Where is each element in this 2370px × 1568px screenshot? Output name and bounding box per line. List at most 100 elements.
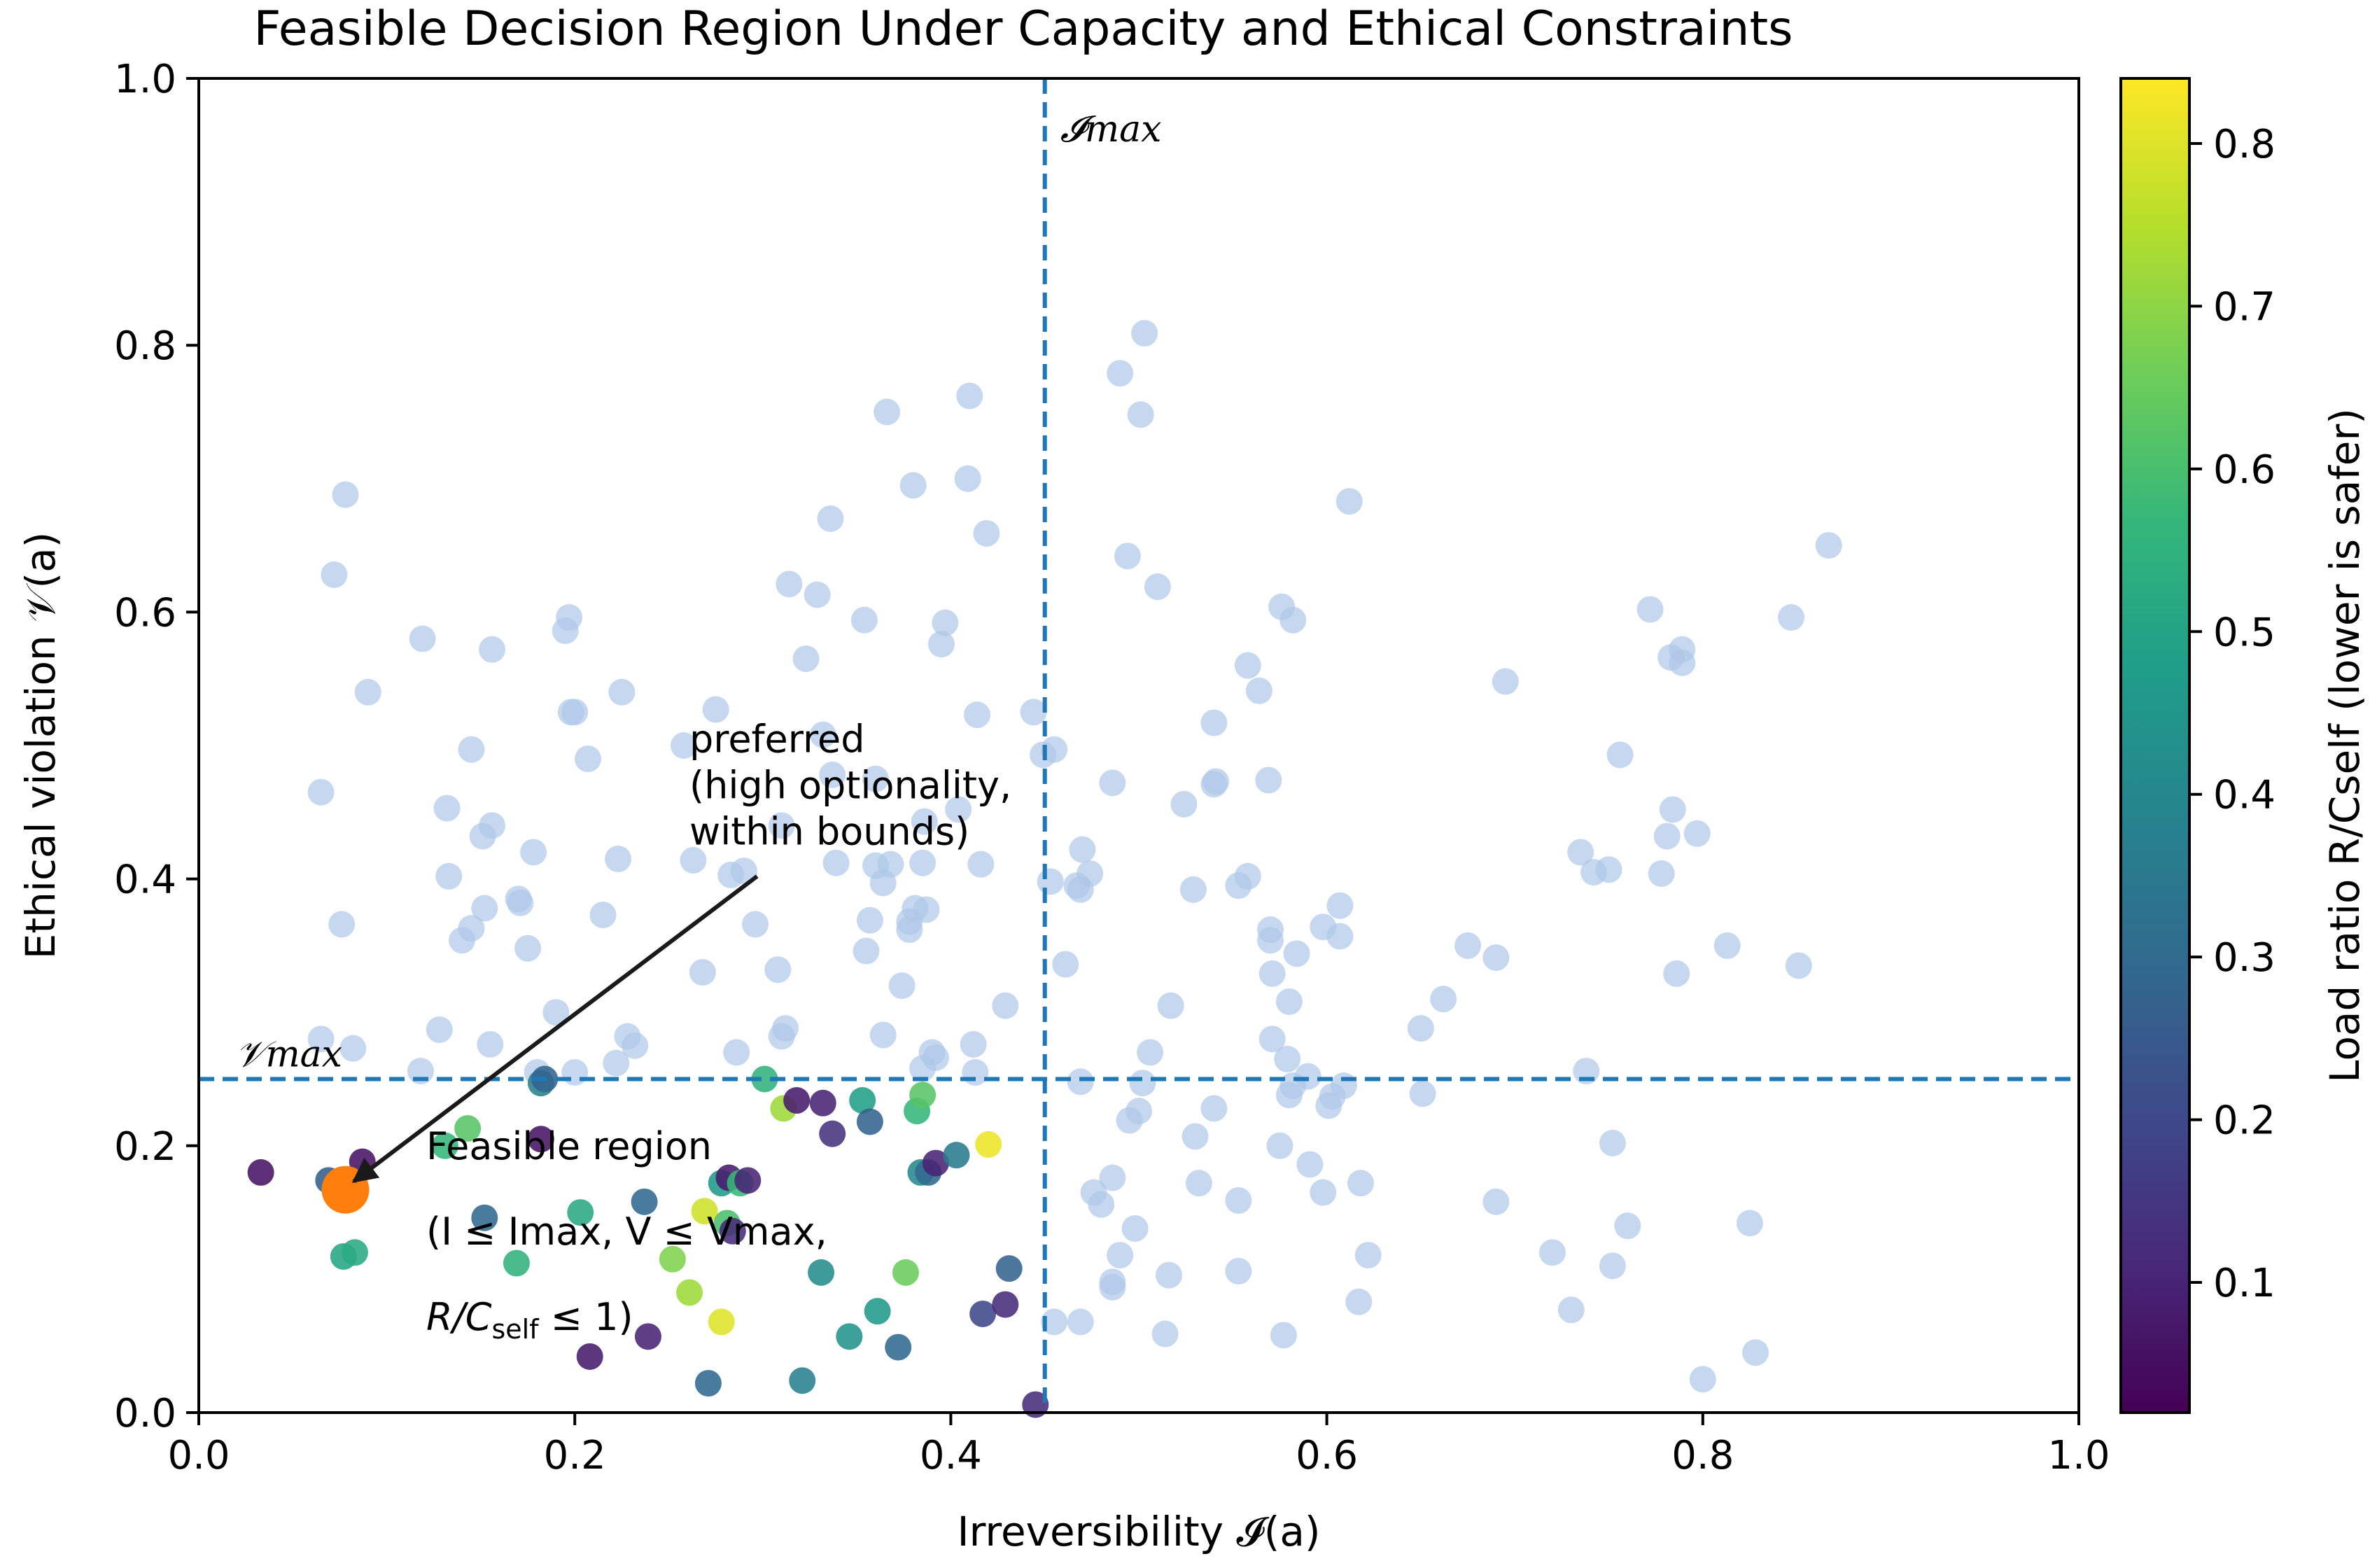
- infeasible-point: [1258, 960, 1286, 987]
- infeasible-point: [1407, 1015, 1434, 1042]
- infeasible-point: [960, 1030, 987, 1058]
- feasible-point: [503, 1250, 530, 1277]
- infeasible-point: [1270, 1322, 1297, 1349]
- feasible-point: [341, 1239, 368, 1266]
- y-tick-label: 0.2: [114, 1124, 176, 1170]
- infeasible-point: [764, 956, 792, 983]
- feasible-point: [751, 1065, 778, 1093]
- infeasible-point: [1041, 1308, 1068, 1336]
- infeasible-point: [723, 1039, 750, 1066]
- feasible-annotation-c: /C: [450, 1295, 492, 1339]
- y-axis-ticks: 0.0 0.2 0.4 0.6 0.8 1.0: [114, 57, 199, 1436]
- infeasible-point: [1345, 1288, 1373, 1315]
- feasible-point: [922, 1149, 949, 1177]
- infeasible-point: [913, 896, 940, 923]
- x-tick-label: 1.0: [2047, 1433, 2110, 1478]
- infeasible-point: [1275, 988, 1303, 1015]
- feasible-point: [431, 1132, 458, 1159]
- infeasible-point: [507, 889, 534, 916]
- infeasible-point: [1296, 1151, 1324, 1178]
- infeasible-point: [561, 1058, 589, 1086]
- infeasible-point: [1225, 1257, 1252, 1284]
- chart-title: Feasible Decision Region Under Capacity …: [253, 1, 1793, 57]
- infeasible-point: [1294, 1063, 1321, 1090]
- infeasible-point: [354, 678, 381, 706]
- colorbar-tick-label: 0.4: [2213, 773, 2276, 818]
- infeasible-point: [339, 1035, 367, 1062]
- infeasible-point: [670, 732, 697, 759]
- feasible-point: [885, 1334, 912, 1361]
- infeasible-point: [1234, 652, 1261, 679]
- infeasible-point: [689, 959, 716, 986]
- infeasible-point: [869, 1021, 897, 1049]
- infeasible-point: [1636, 596, 1664, 623]
- infeasible-point: [426, 1016, 453, 1043]
- feasible-annotation-line2: (I ≤ Imax, V ≤ Vmax,: [426, 1210, 827, 1254]
- infeasible-point: [1274, 1045, 1301, 1072]
- infeasible-point: [1088, 1191, 1115, 1218]
- infeasible-point: [1144, 573, 1171, 601]
- feasible-point: [909, 1082, 937, 1109]
- i-max-label: 𝓘max: [1060, 108, 1162, 150]
- infeasible-point: [561, 699, 589, 726]
- infeasible-point: [792, 645, 820, 673]
- infeasible-point: [608, 678, 636, 706]
- feasible-annotation-line1: Feasible region: [426, 1124, 712, 1168]
- infeasible-point: [1648, 860, 1675, 887]
- infeasible-point: [768, 812, 795, 839]
- infeasible-point: [817, 505, 844, 532]
- infeasible-point: [1114, 542, 1141, 570]
- infeasible-point: [850, 606, 878, 634]
- x-tick-label: 0.0: [167, 1433, 230, 1478]
- infeasible-point: [954, 465, 981, 492]
- infeasible-point: [1815, 532, 1842, 559]
- infeasible-point: [1567, 839, 1594, 866]
- feasible-point: [454, 1115, 482, 1142]
- infeasible-point: [1330, 1072, 1357, 1100]
- annotation-arrow: [351, 874, 759, 1184]
- feasible-point: [694, 1370, 722, 1397]
- preferred-annotation: preferred (high optionality, within bounds…: [689, 718, 1011, 854]
- infeasible-point: [1454, 932, 1482, 959]
- feasible-point: [789, 1367, 816, 1394]
- feasible-point: [567, 1199, 594, 1226]
- infeasible-point: [1279, 606, 1307, 634]
- infeasible-point: [809, 721, 836, 748]
- infeasible-point: [1683, 820, 1711, 847]
- infeasible-point: [622, 1032, 649, 1059]
- infeasible-point: [1599, 1129, 1626, 1156]
- infeasible-point: [967, 850, 995, 878]
- infeasible-point: [435, 862, 463, 890]
- infeasible-point: [332, 481, 359, 508]
- colorbar-tick-label: 0.8: [2213, 122, 2276, 167]
- feasible-point: [783, 1086, 811, 1114]
- infeasible-point: [927, 631, 955, 658]
- infeasible-point: [909, 849, 937, 876]
- infeasible-point: [1185, 1170, 1212, 1197]
- infeasible-point: [479, 636, 506, 663]
- infeasible-point: [556, 604, 583, 631]
- colorbar: [2119, 77, 2191, 1414]
- feasible-point: [819, 1120, 846, 1147]
- infeasible-point: [680, 846, 707, 874]
- infeasible-point: [1200, 709, 1228, 736]
- feasible-point: [995, 1255, 1023, 1282]
- infeasible-point: [822, 849, 850, 876]
- infeasible-point: [1170, 790, 1198, 818]
- infeasible-point: [1409, 1080, 1436, 1107]
- feasible-annotation-line3: R/Cself ≤ 1): [426, 1295, 633, 1345]
- infeasible-point: [1052, 951, 1079, 978]
- colorbar-tick-label: 0.7: [2213, 284, 2276, 330]
- infeasible-point: [1669, 649, 1696, 676]
- infeasible-point: [1200, 1095, 1228, 1122]
- infeasible-point: [1157, 992, 1184, 1019]
- x-axis-label: Irreversibility 𝓘(a): [957, 1508, 1320, 1555]
- infeasible-point: [1257, 927, 1284, 954]
- infeasible-point: [1742, 1339, 1769, 1366]
- infeasible-point: [1430, 986, 1457, 1013]
- infeasible-point: [1126, 1098, 1152, 1125]
- preferred-annotation-line: (high optionality,: [689, 764, 1011, 808]
- feasible-point: [691, 1198, 718, 1225]
- feasible-point: [809, 1089, 836, 1116]
